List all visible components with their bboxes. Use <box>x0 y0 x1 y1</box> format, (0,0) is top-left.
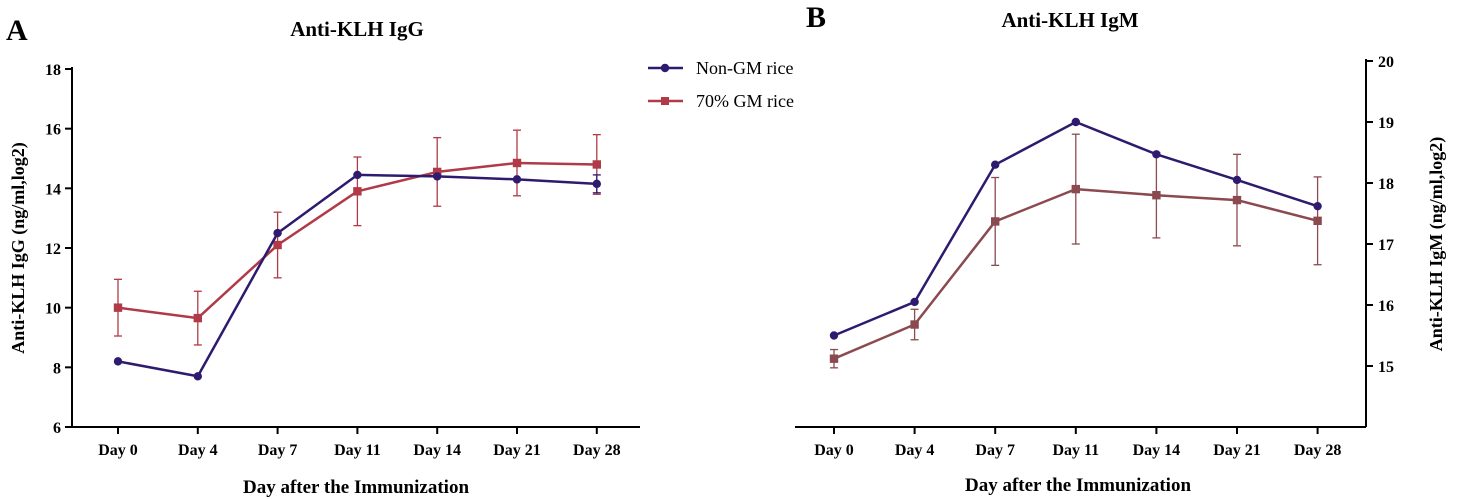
panel-a-letter: A <box>6 14 28 47</box>
panel-b-series-gm-point <box>991 217 1000 226</box>
panel-b-x-tick-label: Day 11 <box>1052 442 1099 459</box>
panel-a-x-tick-label: Day 28 <box>573 442 621 459</box>
panel-b-x-tick-label: Day 21 <box>1213 442 1261 459</box>
panel-a-x-tick-label: Day 21 <box>493 442 541 459</box>
legend-label-gm: 70% GM rice <box>696 91 794 111</box>
panel-a-x-tick-label: Day 11 <box>334 442 381 459</box>
panel-a-y-tick-label: 16 <box>45 122 61 139</box>
panel-a-y-tick-label: 10 <box>45 301 61 318</box>
panel-b-letter: B <box>806 1 826 34</box>
panel-a-series-non-gm-point <box>273 228 282 238</box>
legend-label-non-gm: Non-GM rice <box>696 58 793 78</box>
panel-b-y-tick-label: 20 <box>1378 54 1394 71</box>
panel-b-series-non-gm-point <box>1313 201 1322 211</box>
panel-a-series-non-gm-point <box>433 172 442 181</box>
panel-b-series-gm-point <box>1071 184 1080 194</box>
panel-b-series-non-gm-point <box>1071 117 1081 127</box>
panel-b-x-tick-label: Day 4 <box>895 442 935 459</box>
panel-a-series-gm-point <box>592 160 601 169</box>
panel-b-title: Anti-KLH IgM <box>1001 8 1138 32</box>
panel-b-y-tick-label: 18 <box>1378 176 1394 193</box>
panel-b-y-tick-label: 17 <box>1378 237 1394 254</box>
panel-b-series-gm-point <box>1152 191 1161 200</box>
panel-b-series-non-gm-point <box>829 331 839 340</box>
panel-a-y-tick-label: 14 <box>45 181 61 198</box>
panel-a-x-axis-label: Day after the Immunization <box>243 477 469 498</box>
panel-a-series-non-gm-point <box>193 372 202 381</box>
panel-b-series-gm-point <box>1232 195 1242 205</box>
panel-a-series-non-gm-point <box>592 179 601 189</box>
panel-b-series-non-gm-point <box>991 160 1000 169</box>
panel-a-x-tick-label: Day 4 <box>178 442 218 459</box>
panel-a-series-gm-point <box>113 303 123 312</box>
panel-a-y-tick-label: 12 <box>45 241 61 258</box>
panel-b-y-tick-label: 16 <box>1378 298 1394 315</box>
panel-a-y-tick-label: 8 <box>53 360 61 377</box>
panel-b-x-tick-label: Day 7 <box>975 442 1015 459</box>
panel-a-x-tick-label: Day 0 <box>98 442 138 459</box>
panel-b-y-axis-label: Anti-KLH IgM (ng/ml,log2) <box>1426 137 1447 352</box>
panel-a-series-non-gm-point <box>353 170 362 180</box>
panel-a-series-gm-point <box>512 158 522 168</box>
panel-b-series-gm-point <box>1313 216 1322 226</box>
plot-layer: 6 8 10 12 14 16 18 Day 0 Day 4 Day 7 Day 11 Day 14 D… <box>45 54 1394 459</box>
panel-a-series-gm-point <box>193 313 202 323</box>
panel-b-x-tick-label: Day 14 <box>1133 442 1181 459</box>
panel-b-series-gm-point <box>829 354 839 363</box>
panel-a-series-gm-point <box>273 240 282 250</box>
legend-marker-non-gm <box>660 63 670 73</box>
panel-b-x-axis-label: Day after the Immunization <box>965 475 1191 496</box>
panel-b-series-non-gm-point <box>1152 150 1161 159</box>
panel-a-series-non-gm-point <box>512 175 522 184</box>
panel-a-series-gm-point <box>433 167 442 177</box>
legend-marker-gm <box>661 97 669 105</box>
panel-a-x-tick-label: Day 7 <box>258 442 298 459</box>
panel-b-x-tick-label: Day 0 <box>814 442 854 459</box>
panel-b-x-tick-label: Day 28 <box>1294 442 1342 459</box>
panel-b-series-gm-point <box>910 320 919 329</box>
panel-a-y-axis-label: Anti-KLH IgG (ng/ml,log2) <box>8 142 29 354</box>
panel-b-y-tick-label: 15 <box>1378 359 1394 376</box>
panel-a-y-tick-label: 18 <box>45 62 61 79</box>
panel-a-y-tick-label: 6 <box>53 420 61 437</box>
panel-a-series-gm-point <box>353 187 362 196</box>
panel-a-title: Anti-KLH IgG <box>290 17 424 41</box>
panel-a-x-tick-label: Day 14 <box>413 442 461 459</box>
panel-a-series-non-gm-point <box>113 357 123 366</box>
panel-b-y-tick-label: 19 <box>1378 115 1394 132</box>
panel-b-series-non-gm-point <box>1232 175 1242 185</box>
panel-b-series-non-gm-point <box>910 297 919 307</box>
legend: Non-GM rice 70% GM rice <box>648 58 794 111</box>
